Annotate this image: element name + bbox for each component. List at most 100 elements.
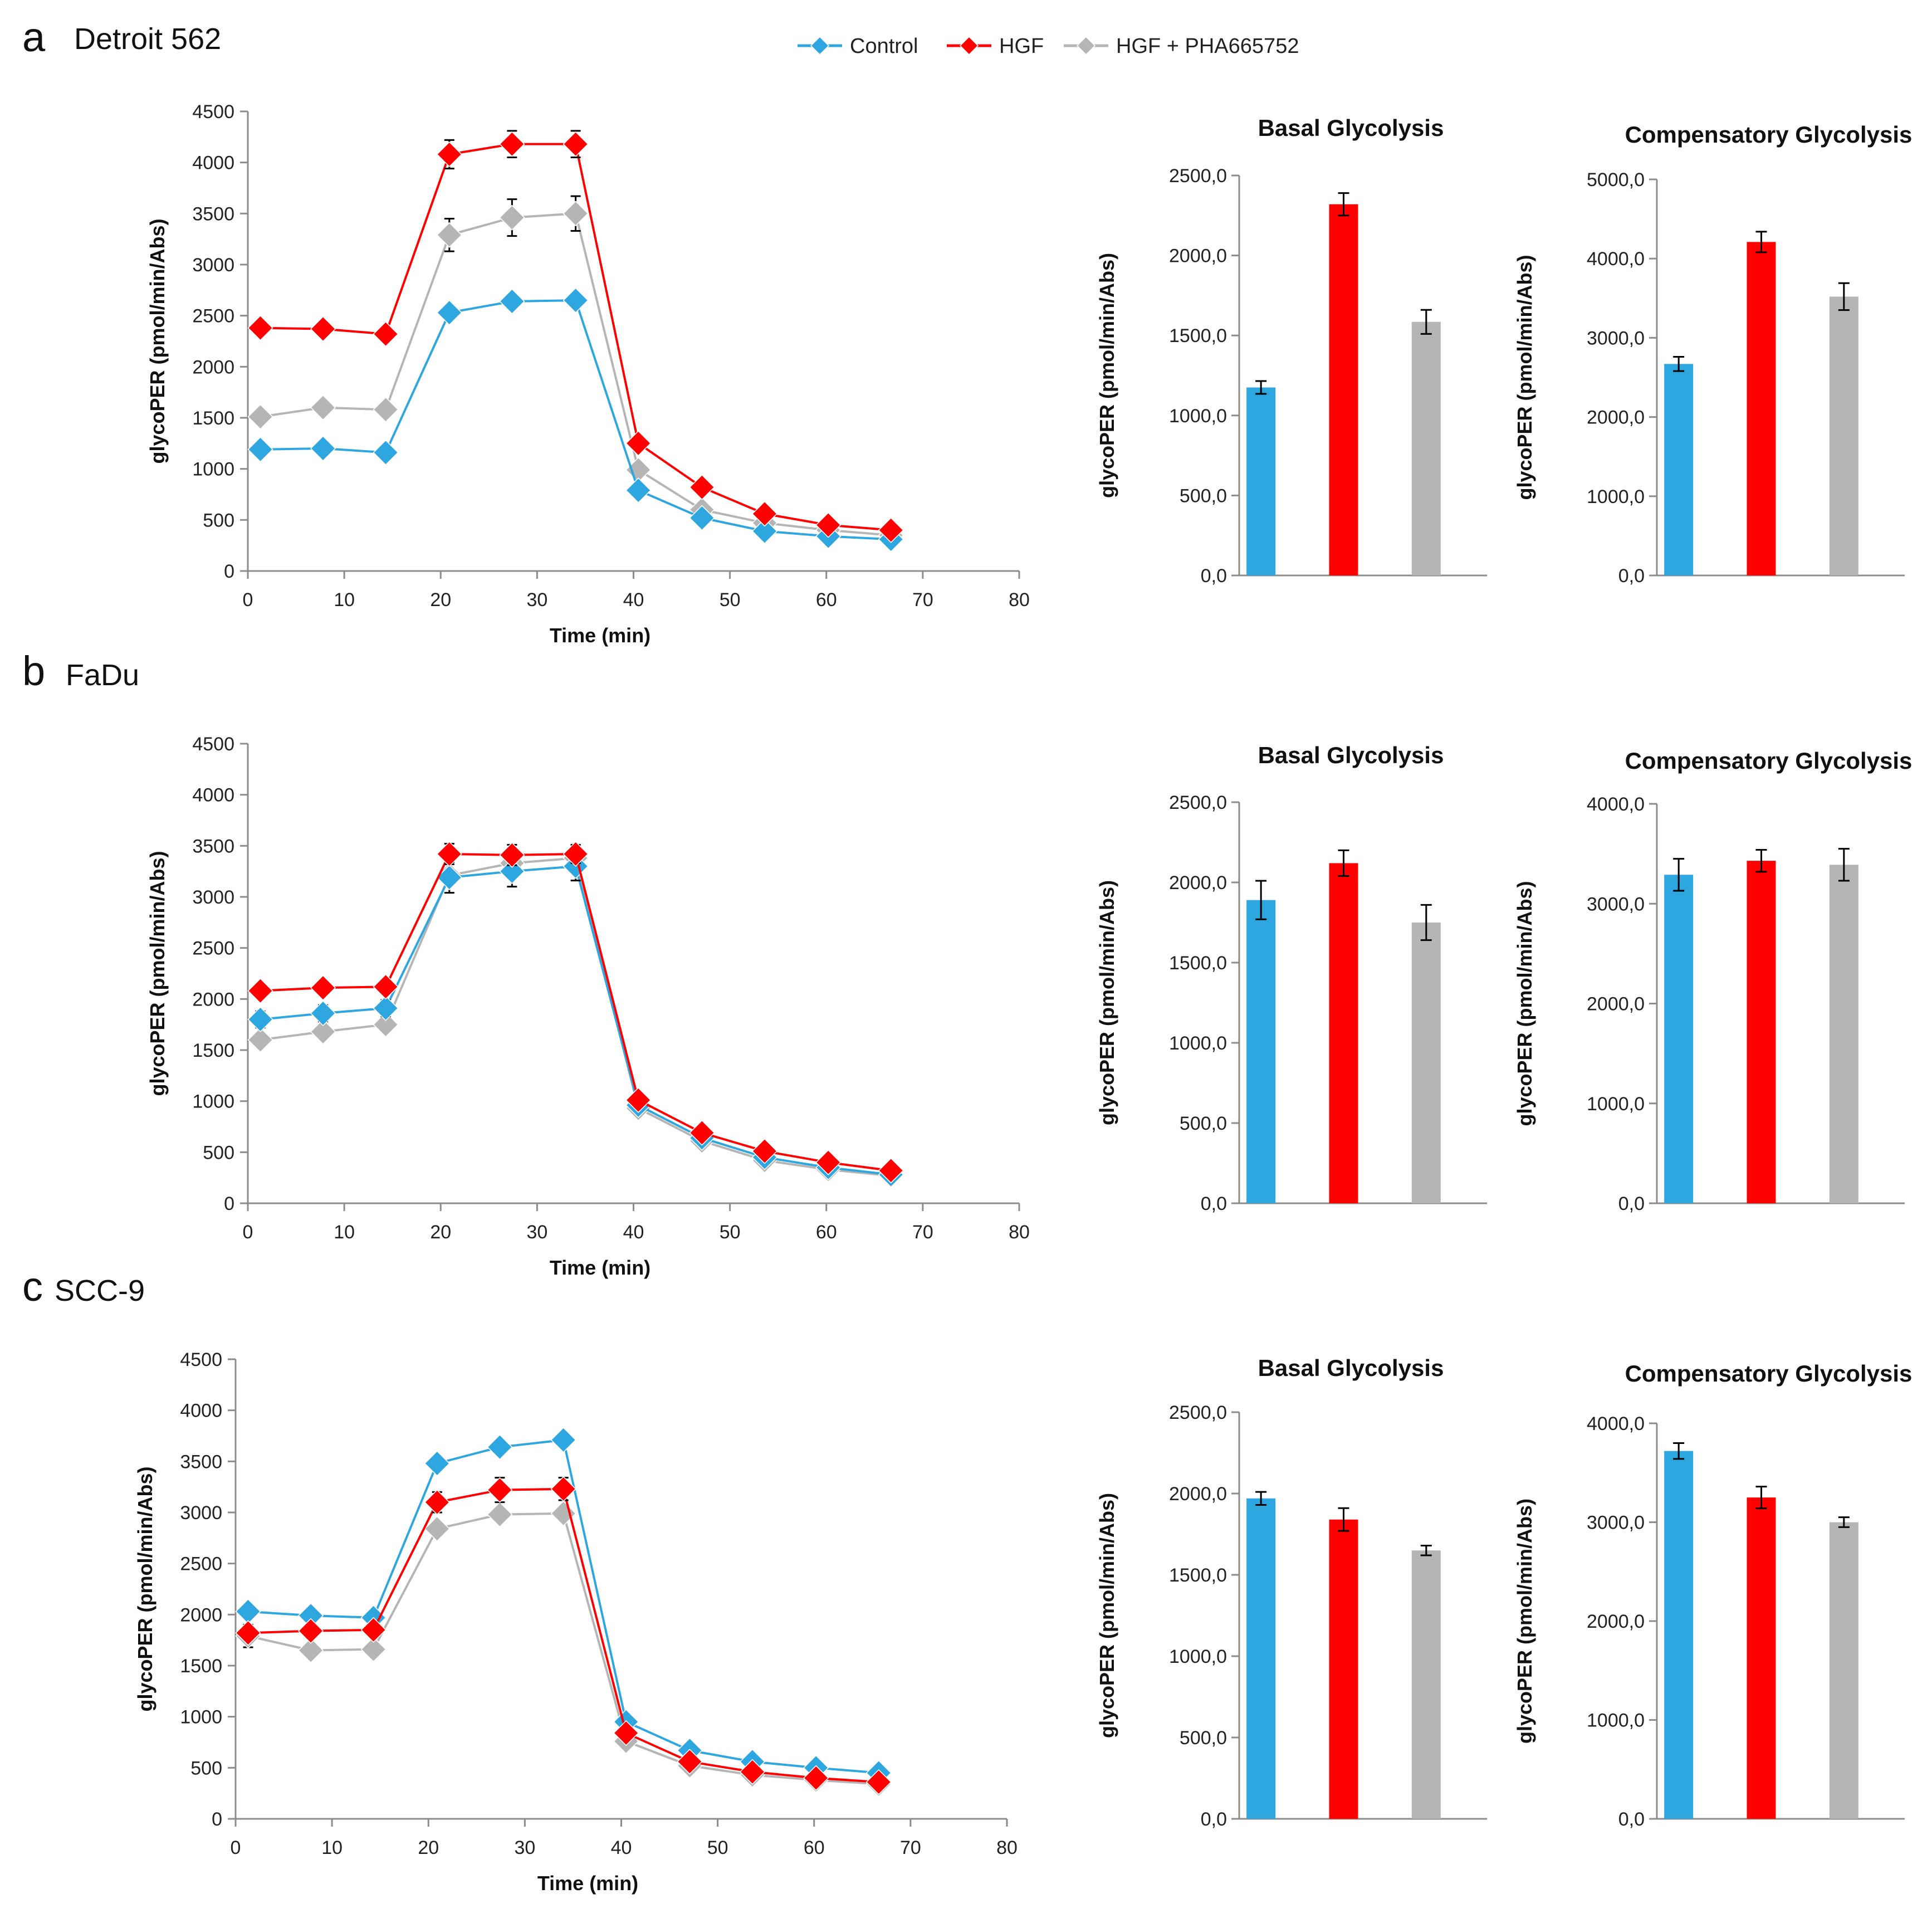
y-tick-label: 2000 (180, 1604, 222, 1626)
data-point-control (310, 1000, 336, 1027)
x-tick-label: 30 (514, 1837, 535, 1858)
x-tick-label: 30 (526, 1222, 547, 1243)
data-point-hgf (247, 978, 273, 1004)
series-control (247, 287, 904, 553)
bar-control (1664, 875, 1694, 1203)
data-point-control (625, 477, 652, 504)
bar-hgf_pha (1829, 296, 1858, 575)
bar-y-tick-label: 2000,0 (1587, 1611, 1645, 1632)
data-point-hgf (310, 975, 336, 1001)
bar-y-tick-label: 1500,0 (1169, 953, 1227, 974)
data-point-hgf (235, 1620, 261, 1646)
bar-chart-title: Compensatory Glycolysis (1625, 121, 1913, 148)
bar-y-tick-label: 2000,0 (1587, 994, 1645, 1015)
bar-y-tick-label: 500,0 (1180, 1727, 1227, 1749)
bar-y-tick-label: 4000,0 (1587, 794, 1645, 815)
data-point-hgf (436, 841, 462, 867)
data-point-hgf (373, 321, 399, 347)
data-point-control (247, 436, 273, 462)
bar-y-tick-label: 1000,0 (1587, 486, 1645, 507)
bar-error-hgf (1338, 192, 1349, 217)
x-tick-label: 60 (816, 589, 837, 611)
bar-hgf (1329, 204, 1358, 575)
data-point-control (689, 505, 715, 531)
data-point-control (436, 300, 462, 326)
bar-control (1664, 364, 1694, 575)
y-tick-label: 500 (190, 1758, 222, 1779)
bar-control (1246, 1498, 1276, 1819)
bar-error-control (1255, 380, 1267, 395)
legend: Control HGF HGF + PHA665752 (798, 35, 1299, 58)
data-point-hgf_pha (247, 404, 273, 430)
bar-chart-basal: 0,0 500,0 1000,0 1500,0 2000,0 2500,0 glycoPER… (1095, 1355, 1487, 1830)
x-tick-label: 60 (816, 1222, 837, 1243)
y-tick-label: 2500 (180, 1554, 222, 1575)
y-tick-label: 4500 (180, 1349, 222, 1370)
y-tick-label: 1500 (192, 1040, 234, 1061)
data-point-control (751, 518, 778, 544)
y-tick-label: 1000 (180, 1707, 222, 1728)
y-tick-label: 1000 (192, 1091, 234, 1112)
bar-hgf_pha (1829, 865, 1858, 1203)
x-tick-label: 10 (334, 589, 355, 611)
data-point-control (499, 858, 525, 885)
bar-y-tick-label: 1000,0 (1587, 1710, 1645, 1731)
y-tick-label: 2500 (192, 938, 234, 959)
bar-error-hgf (1755, 1486, 1767, 1510)
y-tick-label: 4000 (192, 785, 234, 806)
y-tick-label: 4500 (192, 101, 234, 123)
bar-y-tick-label: 4000,0 (1587, 248, 1645, 270)
y-tick-label: 0 (212, 1809, 222, 1830)
x-tick-label: 40 (623, 589, 644, 611)
legend-label-hgf: HGF (999, 35, 1044, 58)
bar-y-tick-label: 4000,0 (1587, 1413, 1645, 1434)
data-point-hgf (677, 1749, 703, 1775)
series-line-hgf_pha (248, 1512, 879, 1785)
x-tick-label: 60 (804, 1837, 825, 1858)
y-tick-label: 3000 (180, 1502, 222, 1524)
bar-error-hgf_pha (1420, 904, 1432, 941)
series-line-hgf (248, 1487, 879, 1783)
y-tick-label: 4500 (192, 734, 234, 755)
bar-y-tick-label: 0,0 (1618, 1193, 1645, 1214)
x-tick-label: 80 (1009, 1222, 1030, 1243)
x-tick-label: 40 (611, 1837, 632, 1858)
bar-hgf (1747, 242, 1776, 575)
data-point-hgf (689, 1120, 715, 1146)
bar-y-tick-label: 500,0 (1180, 485, 1227, 506)
data-point-control (499, 288, 525, 315)
data-point-hgf_pha (424, 1516, 450, 1542)
y-tick-label: 1000 (192, 459, 234, 480)
y-axis-title: glycoPER (pmol/min/Abs) (146, 218, 169, 463)
bar-y-tick-label: 2000,0 (1169, 872, 1227, 894)
panel-c: c SCC-90500100015002000250030003500400045… (22, 1263, 1912, 1895)
bar-chart-compensatory: 0,0 1000,0 2000,0 3000,0 4000,0 glycoPER (pmo… (1513, 1360, 1912, 1830)
x-tick-label: 80 (996, 1837, 1018, 1858)
panel-letter: b (22, 648, 45, 694)
data-point-hgf_pha (373, 397, 399, 423)
bar-y-tick-label: 0,0 (1618, 1809, 1645, 1830)
data-point-hgf (739, 1759, 766, 1785)
x-tick-label: 70 (900, 1837, 921, 1858)
bar-y-tick-label: 3000,0 (1587, 1512, 1645, 1534)
x-tick-label: 0 (243, 589, 253, 611)
bar-y-tick-label: 3000,0 (1587, 894, 1645, 915)
y-tick-label: 3000 (192, 255, 234, 276)
bar-hgf_pha (1411, 1550, 1441, 1819)
bar-hgf (1747, 861, 1776, 1203)
data-point-hgf (563, 841, 589, 867)
y-tick-label: 500 (203, 1142, 234, 1163)
data-point-hgf (550, 1476, 576, 1502)
bar-y-tick-label: 1000,0 (1169, 1033, 1227, 1054)
bar-hgf_pha (1829, 1522, 1858, 1819)
data-point-hgf (563, 131, 589, 157)
panel-cell-line: SCC-9 (55, 1274, 145, 1307)
data-point-hgf (878, 517, 904, 543)
bar-y-tick-label: 1000,0 (1169, 406, 1227, 427)
bar-y-tick-label: 1000,0 (1169, 1646, 1227, 1667)
y-axis-title: glycoPER (pmol/min/Abs) (134, 1466, 156, 1711)
data-point-hgf_pha (360, 1636, 387, 1662)
data-point-control (373, 440, 399, 466)
panel-a: a Detroit 5620500100015002000250030003500… (22, 14, 1912, 647)
data-point-hgf_pha (247, 1027, 273, 1053)
